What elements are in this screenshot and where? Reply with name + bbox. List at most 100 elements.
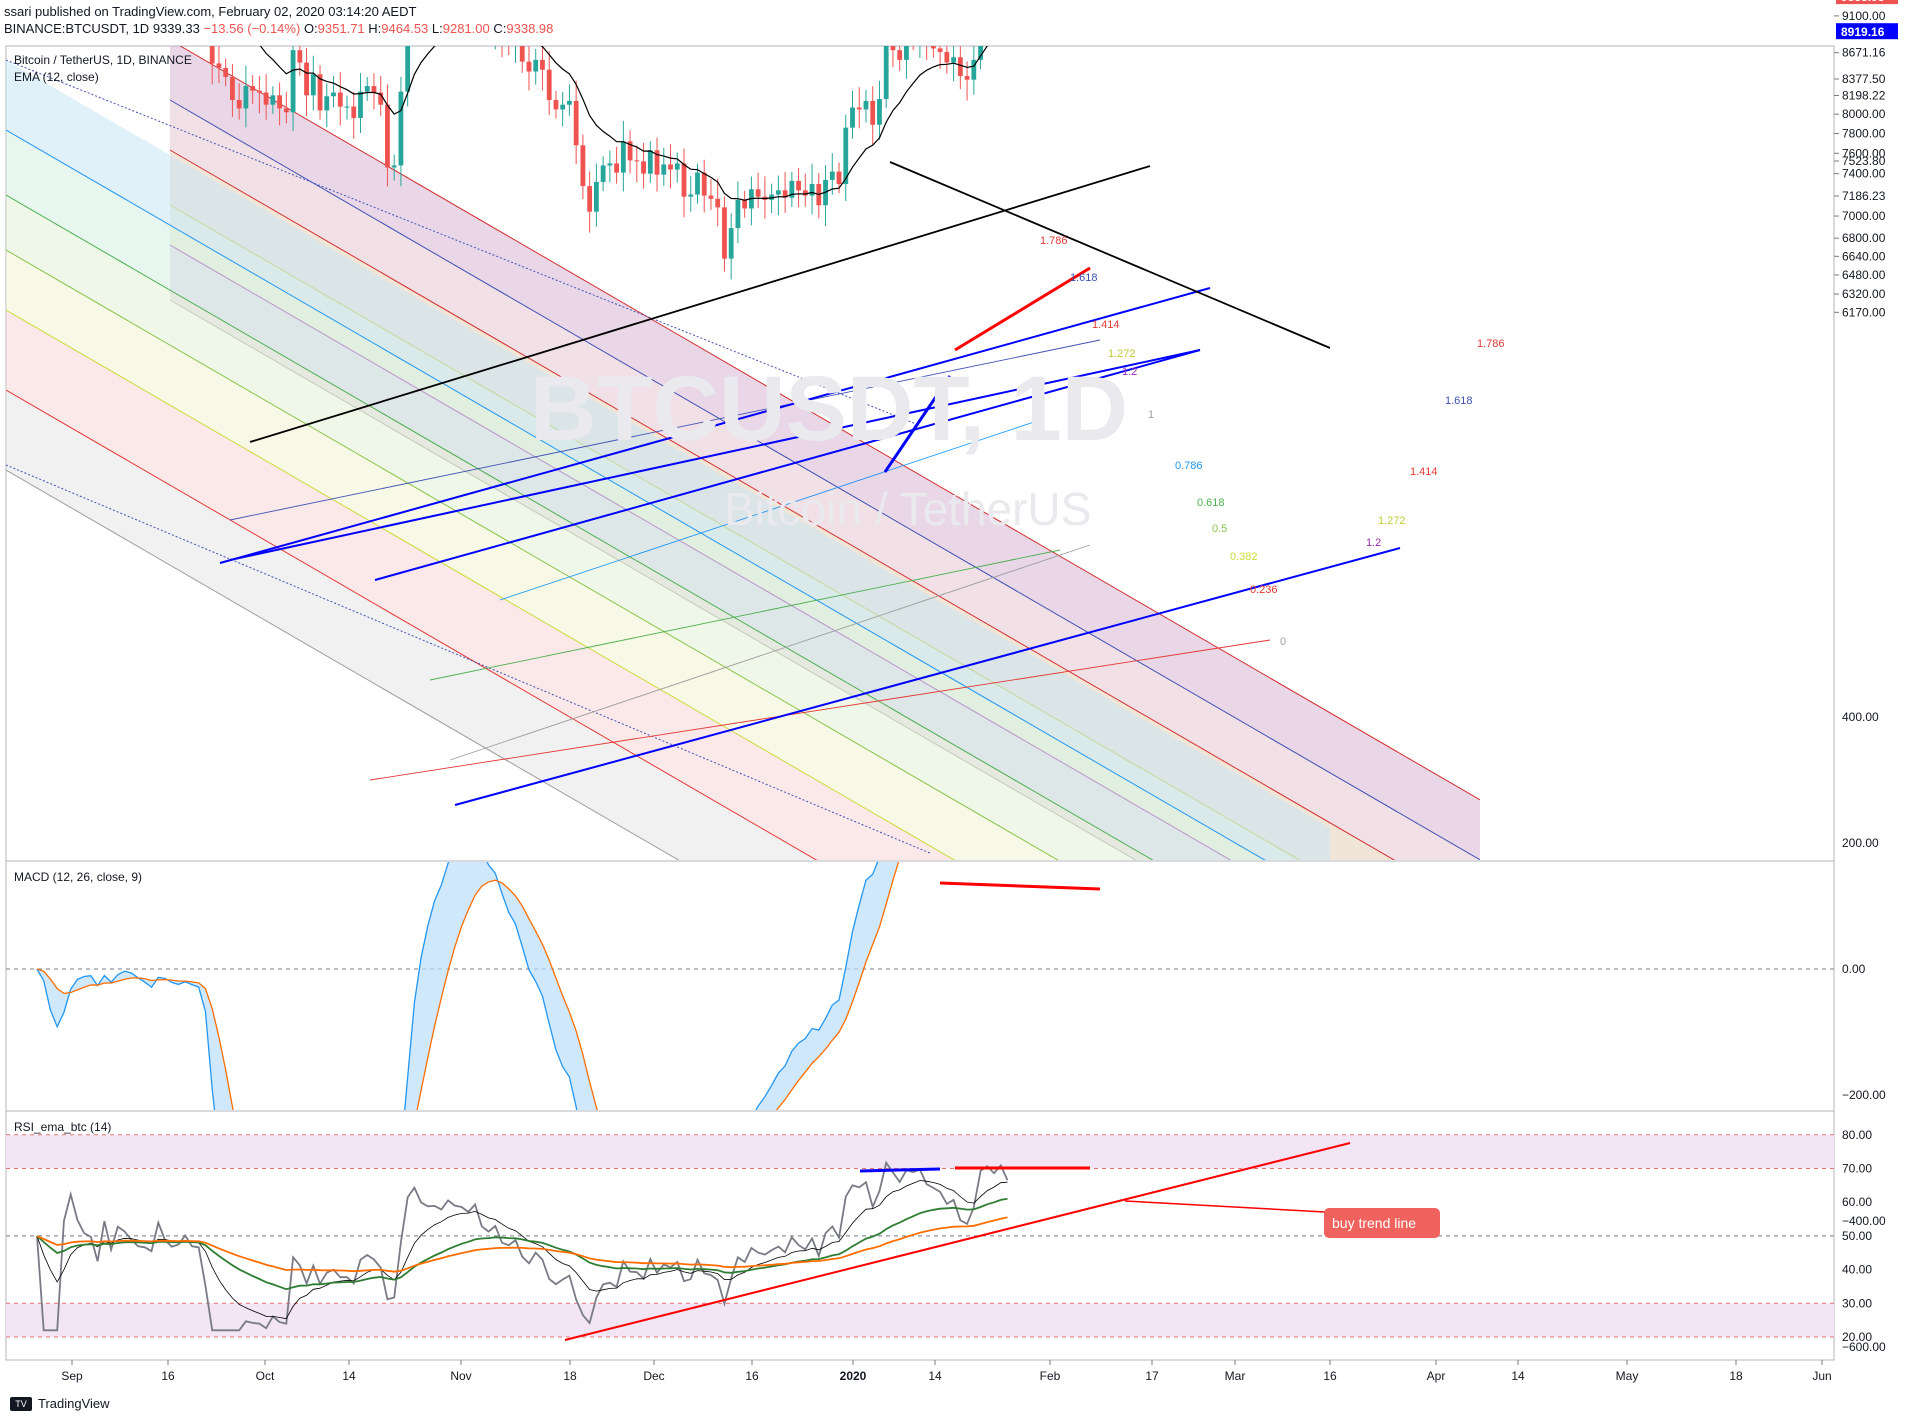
candle bbox=[283, 91, 289, 124]
candle-body bbox=[904, 46, 909, 60]
close-value: 9338.98 bbox=[506, 21, 554, 36]
rsi-ema-fast bbox=[36, 1180, 1008, 1320]
candle bbox=[270, 86, 276, 114]
candle-body bbox=[728, 228, 734, 259]
candle-body bbox=[419, 0, 424, 1]
candle bbox=[904, 46, 909, 79]
fib-label: 1.272 bbox=[1108, 348, 1136, 360]
candle-body bbox=[398, 91, 404, 166]
candle bbox=[567, 84, 572, 116]
fib-rising-line bbox=[369, 639, 1271, 781]
candle-body bbox=[978, 46, 983, 60]
candle-body bbox=[500, 21, 505, 42]
candle-body bbox=[620, 141, 626, 173]
price-tick-label: 9100.00 bbox=[1842, 9, 1886, 23]
candle-body bbox=[466, 2, 471, 8]
buy-trend-line bbox=[564, 1142, 1351, 1341]
fib-label: 1.2 bbox=[1122, 366, 1137, 378]
candle-body bbox=[681, 163, 687, 197]
candle bbox=[500, 21, 505, 58]
candle bbox=[304, 47, 309, 117]
candle bbox=[674, 152, 680, 183]
candle bbox=[668, 144, 673, 189]
candle bbox=[654, 137, 660, 192]
candle bbox=[560, 91, 566, 127]
candle bbox=[762, 176, 768, 219]
candle-body bbox=[775, 190, 781, 195]
price-tick-label: 7186.23 bbox=[1842, 189, 1886, 203]
candle bbox=[331, 75, 336, 108]
candle bbox=[877, 80, 882, 140]
fan-band-0786 bbox=[6, 60, 1330, 860]
candle-body bbox=[533, 59, 539, 72]
candle-body bbox=[351, 106, 357, 118]
symbol-line: BINANCE:BTCUSDT, 1D 9339.33 −13.56 (−0.1… bbox=[4, 21, 554, 36]
candle-body bbox=[789, 180, 795, 198]
rsi-tick-label: 60.00 bbox=[1842, 1195, 1872, 1209]
candle-body bbox=[964, 76, 970, 80]
rsi-tick-label: 30.00 bbox=[1842, 1296, 1872, 1310]
candle bbox=[742, 190, 748, 218]
time-axis[interactable]: Sep 16 Oct 14 Nov 18 Dec 16 2020 14 Feb 17 Mar 16 Apr 1… bbox=[61, 1360, 1832, 1383]
candle bbox=[466, 0, 471, 25]
fib-label: 0.786 bbox=[1175, 460, 1203, 472]
candle-body bbox=[230, 76, 235, 100]
main-pane-title: Bitcoin / TetherUS, 1D, BINANCE bbox=[14, 53, 192, 67]
candle bbox=[749, 176, 754, 226]
time-tick-label: 2020 bbox=[840, 1369, 867, 1383]
candle bbox=[735, 181, 741, 244]
candle-body bbox=[546, 69, 552, 100]
candle-body bbox=[236, 99, 242, 109]
price-tick-label: 8000.00 bbox=[1842, 107, 1886, 121]
fib-rising-line bbox=[499, 419, 1041, 601]
candle bbox=[446, 0, 451, 32]
low-value: 9281.00 bbox=[442, 21, 490, 36]
trend-line bbox=[454, 547, 1401, 806]
candle bbox=[816, 173, 822, 219]
macd-pane[interactable] bbox=[6, 722, 1834, 1333]
macd-pane-title: MACD (12, 26, close, 9) bbox=[14, 870, 142, 884]
candle-body bbox=[883, 46, 889, 100]
candle bbox=[479, 0, 484, 41]
candle-body bbox=[385, 104, 390, 168]
fib-label: 0.5 bbox=[1212, 523, 1227, 535]
price-tick-label: 8377.50 bbox=[1842, 72, 1886, 86]
candle bbox=[829, 153, 835, 195]
price-axis[interactable]: 11500.0011100.0010700.0010300.009900.009… bbox=[1834, 0, 1898, 1354]
candle bbox=[587, 171, 593, 233]
candle bbox=[324, 83, 330, 128]
candle bbox=[607, 150, 613, 183]
candle bbox=[580, 134, 586, 200]
symbol: BINANCE:BTCUSDT, 1D bbox=[4, 21, 150, 36]
rsi-pane[interactable]: buy trend line bbox=[6, 1134, 1834, 1341]
candle-body bbox=[216, 63, 222, 68]
candle bbox=[998, 0, 1003, 17]
candle-body bbox=[378, 92, 384, 105]
candle bbox=[419, 0, 424, 18]
fib-label: 1.414 bbox=[1410, 466, 1438, 478]
candle-body bbox=[277, 95, 282, 109]
fib-label: 0.236 bbox=[1250, 584, 1278, 596]
candle-body bbox=[614, 163, 619, 173]
fib-label: 1.786 bbox=[1040, 235, 1068, 247]
candle bbox=[385, 84, 390, 187]
footer-brand: TradingView bbox=[38, 1396, 110, 1411]
price-tick-label: 7600.00 bbox=[1842, 146, 1886, 160]
candle bbox=[930, 46, 936, 58]
price-pane[interactable]: BTCUSDT, 1D Bitcoin / TetherUS 1.786 1.61… bbox=[6, 0, 1834, 1238]
tradingview-logo-icon: TV bbox=[10, 1396, 32, 1411]
candle-body bbox=[755, 189, 761, 197]
fib-label: 1 bbox=[1148, 409, 1154, 421]
candle bbox=[926, 46, 928, 60]
candle-body bbox=[567, 100, 572, 105]
time-tick-label: 18 bbox=[563, 1369, 577, 1383]
candle-body bbox=[735, 199, 741, 229]
time-tick-label: Jun bbox=[1812, 1369, 1831, 1383]
candle bbox=[459, 0, 464, 11]
candle-body bbox=[701, 172, 707, 196]
fib-label: 1.618 bbox=[1070, 272, 1098, 284]
price-tick-label: 7523.80 bbox=[1842, 154, 1886, 168]
macd-tick-label: 200.00 bbox=[1842, 836, 1879, 850]
candle-body bbox=[722, 207, 727, 259]
